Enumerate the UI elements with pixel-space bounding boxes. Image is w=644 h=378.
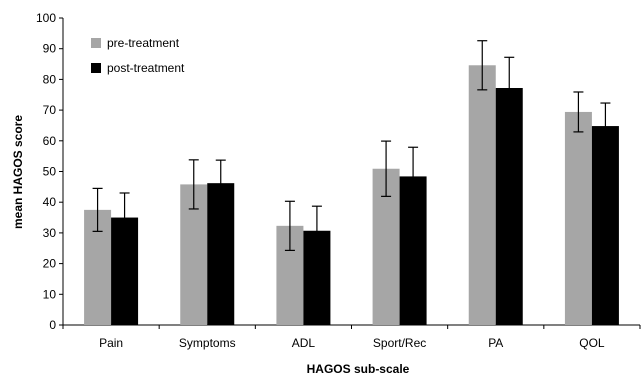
y-tick-label: 60 <box>43 134 57 148</box>
bar-pre-treatment-PA <box>468 65 496 325</box>
bar-post-treatment-PA <box>495 87 523 325</box>
legend-label-pre-treatment: pre-treatment <box>107 36 180 50</box>
y-tick-label: 20 <box>43 257 57 271</box>
bars <box>84 65 619 326</box>
x-tick-label: Pain <box>99 336 123 350</box>
y-tick-label: 10 <box>43 287 57 301</box>
bar-post-treatment-QOL <box>591 126 619 326</box>
error-bars <box>92 40 611 256</box>
y-tick-label: 0 <box>49 318 56 332</box>
legend-swatch-post-treatment <box>91 63 101 73</box>
tick-labels: 0 10 20 30 40 50 60 70 80 90 100 Pain Symptoms ADL Spo… <box>36 11 605 350</box>
x-tick-label: PA <box>488 336 503 350</box>
y-tick-label: 40 <box>43 195 57 209</box>
x-tick-label: QOL <box>579 336 605 350</box>
y-tick-label: 80 <box>43 72 57 86</box>
axes <box>59 17 641 329</box>
x-tick-label: ADL <box>292 336 316 350</box>
y-tick-label: 50 <box>43 165 57 179</box>
bar-pre-treatment-QOL <box>564 111 592 325</box>
y-tick-label: 100 <box>36 11 56 25</box>
legend: pre-treatment post-treatment <box>91 36 185 75</box>
y-tick-label: 90 <box>43 42 57 56</box>
x-tick-label: Symptoms <box>179 336 236 350</box>
bar-post-treatment-Symptoms <box>207 183 235 325</box>
x-tick-label: Sport/Rec <box>373 336 426 350</box>
legend-label-post-treatment: post-treatment <box>107 61 185 75</box>
y-axis-title: mean HAGOS score <box>11 115 25 229</box>
x-axis-title: HAGOS sub-scale <box>307 362 410 376</box>
y-tick-label: 30 <box>43 226 57 240</box>
legend-swatch-pre-treatment <box>91 38 101 48</box>
y-tick-label: 70 <box>43 103 57 117</box>
